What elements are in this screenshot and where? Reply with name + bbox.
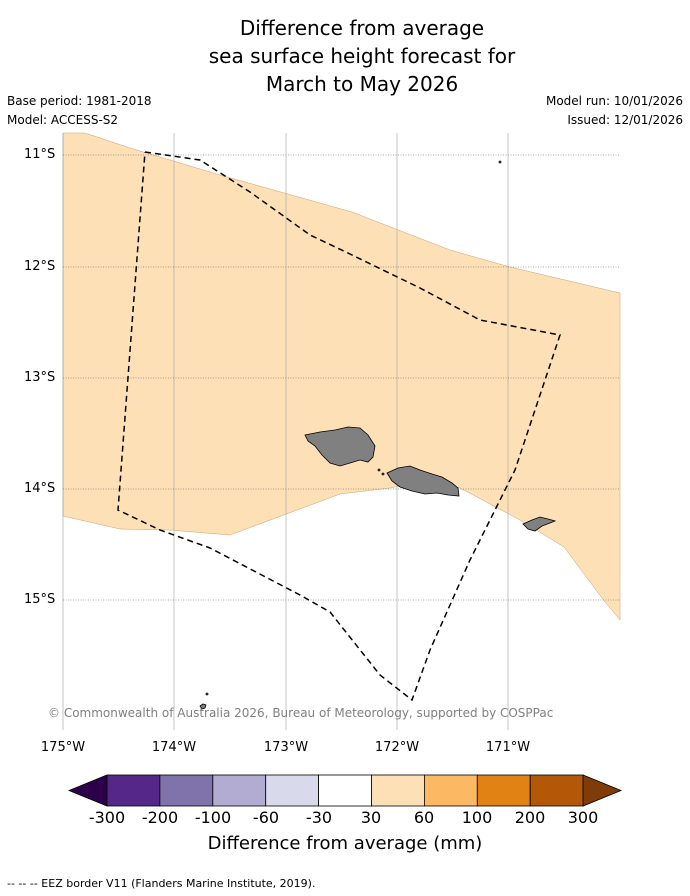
colorbar-bin — [318, 774, 372, 807]
lat-label: 15°S — [24, 592, 56, 607]
colorbar-bin — [106, 774, 161, 807]
map-title: Difference from average sea surface heig… — [0, 14, 690, 98]
grid-lines — [62, 133, 509, 730]
issued-date: Issued: 12/01/2026 — [567, 113, 683, 127]
lon-label: 173°W — [263, 740, 309, 755]
anomaly-area — [62, 132, 621, 621]
colorbar-tick-label: 200 — [514, 808, 546, 827]
lat-label: 11°S — [24, 147, 56, 162]
colorbar-tick-label: 300 — [567, 808, 599, 827]
lon-label: 175°W — [40, 740, 86, 755]
model-run: Model run: 10/01/2026 — [545, 94, 683, 108]
meta-right: Model run: 10/01/2026 Issued: 12/01/2026 — [546, 93, 683, 128]
eez-border — [117, 151, 561, 702]
colorbar-tick-label: -60 — [252, 808, 280, 827]
lon-label: 172°W — [374, 740, 420, 755]
eez-footnote: -- -- -- EEZ border V11 (Flanders Marine… — [7, 877, 316, 890]
colorbar-tick-label: -100 — [194, 808, 232, 827]
colorbar-tick-label: -200 — [141, 808, 179, 827]
colorbar-tick-label: 100 — [461, 808, 493, 827]
lat-grid-lines — [63, 154, 620, 601]
lat-label: 13°S — [24, 370, 56, 385]
small-island — [199, 703, 207, 710]
small-islet — [381, 472, 385, 476]
model-name: Model: ACCESS-S2 — [7, 113, 119, 127]
copyright-notice: © Commonwealth of Australia 2026, Bureau… — [48, 706, 554, 720]
colorbar — [67, 774, 623, 807]
land-masses — [199, 160, 557, 710]
colorbar-extend-high — [582, 774, 623, 807]
base-period: Base period: 1981-2018 — [7, 94, 152, 108]
colorbar-bin — [371, 774, 425, 807]
savaii-island — [304, 426, 376, 467]
tutuila-island — [522, 516, 557, 532]
colorbar-title: Difference from average (mm) — [207, 833, 483, 854]
lon-label: 174°W — [151, 740, 197, 755]
colorbar-tick-label: -30 — [305, 808, 333, 827]
colorbar-bin — [265, 774, 320, 807]
colorbar-bin — [529, 774, 584, 807]
colorbar-extend-low — [67, 774, 108, 807]
colorbar-tick-label: 60 — [413, 808, 435, 827]
small-islet — [205, 692, 209, 696]
colorbar-bin — [423, 774, 478, 807]
lon-label: 171°W — [485, 740, 531, 755]
lat-label: 14°S — [24, 481, 56, 496]
small-islet — [377, 468, 381, 472]
upolu-island — [386, 465, 460, 497]
title-line-2: sea surface height forecast for — [208, 44, 516, 68]
title-line-3: March to May 2026 — [265, 72, 459, 96]
colorbar-bin — [212, 774, 267, 807]
lat-label: 12°S — [24, 259, 56, 274]
meta-left: Base period: 1981-2018 Model: ACCESS-S2 — [7, 93, 152, 128]
colorbar-tick-label: -300 — [88, 808, 126, 827]
colorbar-bin — [476, 774, 531, 807]
colorbar-bin — [159, 774, 214, 807]
colorbar-tick-label: 30 — [360, 808, 382, 827]
title-line-1: Difference from average — [239, 16, 485, 40]
small-islet — [498, 160, 502, 164]
